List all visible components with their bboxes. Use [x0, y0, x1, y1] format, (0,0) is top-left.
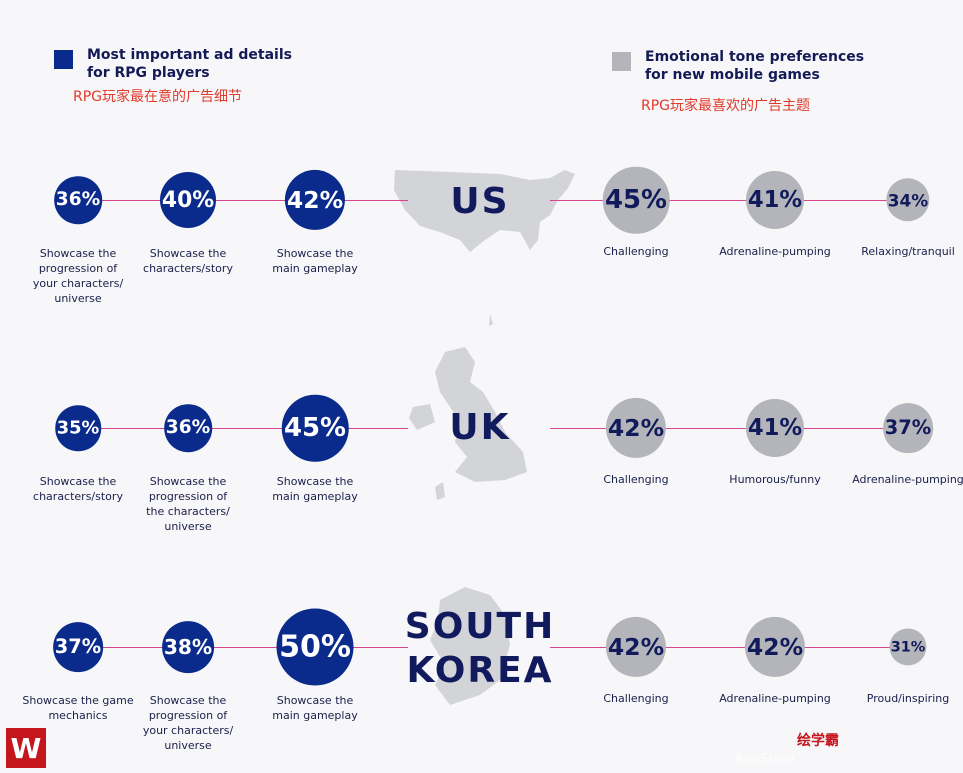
ad-detail-bubble: 42% — [284, 169, 346, 231]
tone-bubble: 31% — [889, 628, 927, 666]
connector-line — [550, 647, 910, 648]
ad-detail-bubble: 40% — [160, 172, 216, 228]
tone-bubble: 42% — [605, 397, 667, 459]
tone-bubble: 41% — [745, 170, 805, 230]
legend-subtitle: RPG玩家最在意的广告细节 — [73, 89, 243, 105]
watermark-text: AppStore — [735, 752, 795, 767]
bubble-label: Showcase the progression of the characte… — [146, 475, 230, 533]
logo-text: W — [10, 731, 42, 765]
bubble-label: Challenging — [603, 692, 669, 705]
country-label: US — [450, 181, 510, 222]
bubble-label: Showcase the characters/story — [143, 247, 233, 275]
bubble-label: Showcase the main gameplay — [272, 694, 358, 722]
ad-detail-bubble: 37% — [53, 622, 103, 672]
uk-map — [409, 314, 527, 500]
tone-bubble: 42% — [605, 616, 667, 678]
ad-detail-bubble: 45% — [281, 394, 349, 462]
bubble-label: Humorous/funny — [729, 473, 821, 486]
legend-emotional-tone: Emotional tone preferences for new mobil… — [612, 48, 875, 84]
legend-subtitle: RPG玩家最喜欢的广告主题 — [641, 98, 811, 114]
bubble-label: Showcase the game mechanics — [22, 694, 134, 722]
legend-title: Most important ad details for RPG player… — [87, 47, 292, 81]
ad-detail-bubble: 38% — [162, 621, 214, 673]
tone-bubble: 42% — [744, 616, 806, 678]
south-korea-map — [430, 587, 510, 705]
tone-bubble: 37% — [883, 403, 933, 453]
ad-detail-bubble: 35% — [55, 405, 101, 451]
bubble-label: Showcase the progression of your charact… — [32, 247, 124, 305]
bubble-label: Showcase the main gameplay — [272, 475, 358, 503]
country-label: SOUTH KOREA — [404, 606, 556, 691]
ad-detail-bubble: 50% — [276, 608, 354, 686]
ad-detail-bubble: 36% — [164, 404, 212, 452]
connector-line — [550, 200, 910, 201]
tone-bubble: 34% — [886, 178, 930, 222]
country-label: UK — [449, 407, 511, 448]
bubble-label: Showcase the progression of your charact… — [142, 694, 234, 752]
bubble-label: Relaxing/tranquil — [861, 245, 955, 258]
bubble-label: Showcase the main gameplay — [272, 247, 358, 275]
bubble-label: Adrenaline-pumping — [852, 473, 963, 486]
legend-swatch-dark — [54, 50, 73, 69]
bubble-label: Showcase the characters/story — [33, 475, 123, 503]
bubble-label: Proud/inspiring — [866, 692, 950, 705]
tone-bubble: 45% — [602, 166, 670, 234]
watermark-brand: 绘学霸 — [797, 733, 839, 749]
connector-line — [78, 428, 408, 429]
legend-title: Emotional tone preferences for new mobil… — [645, 49, 865, 83]
legend-swatch-gray — [612, 52, 631, 71]
connector-line — [78, 647, 408, 648]
ad-detail-bubble: 36% — [54, 176, 102, 224]
connector-line — [550, 428, 910, 429]
us-map — [394, 170, 575, 252]
bubble-label: Adrenaline-pumping — [719, 245, 831, 258]
legend-ad-details: Most important ad details for RPG player… — [54, 46, 317, 82]
bubble-label: Challenging — [603, 245, 669, 258]
bubble-label: Challenging — [603, 473, 669, 486]
tone-bubble: 41% — [745, 398, 805, 458]
bubble-label: Adrenaline-pumping — [719, 692, 831, 705]
connector-line — [78, 200, 408, 201]
watermark-logo: W — [6, 728, 46, 768]
